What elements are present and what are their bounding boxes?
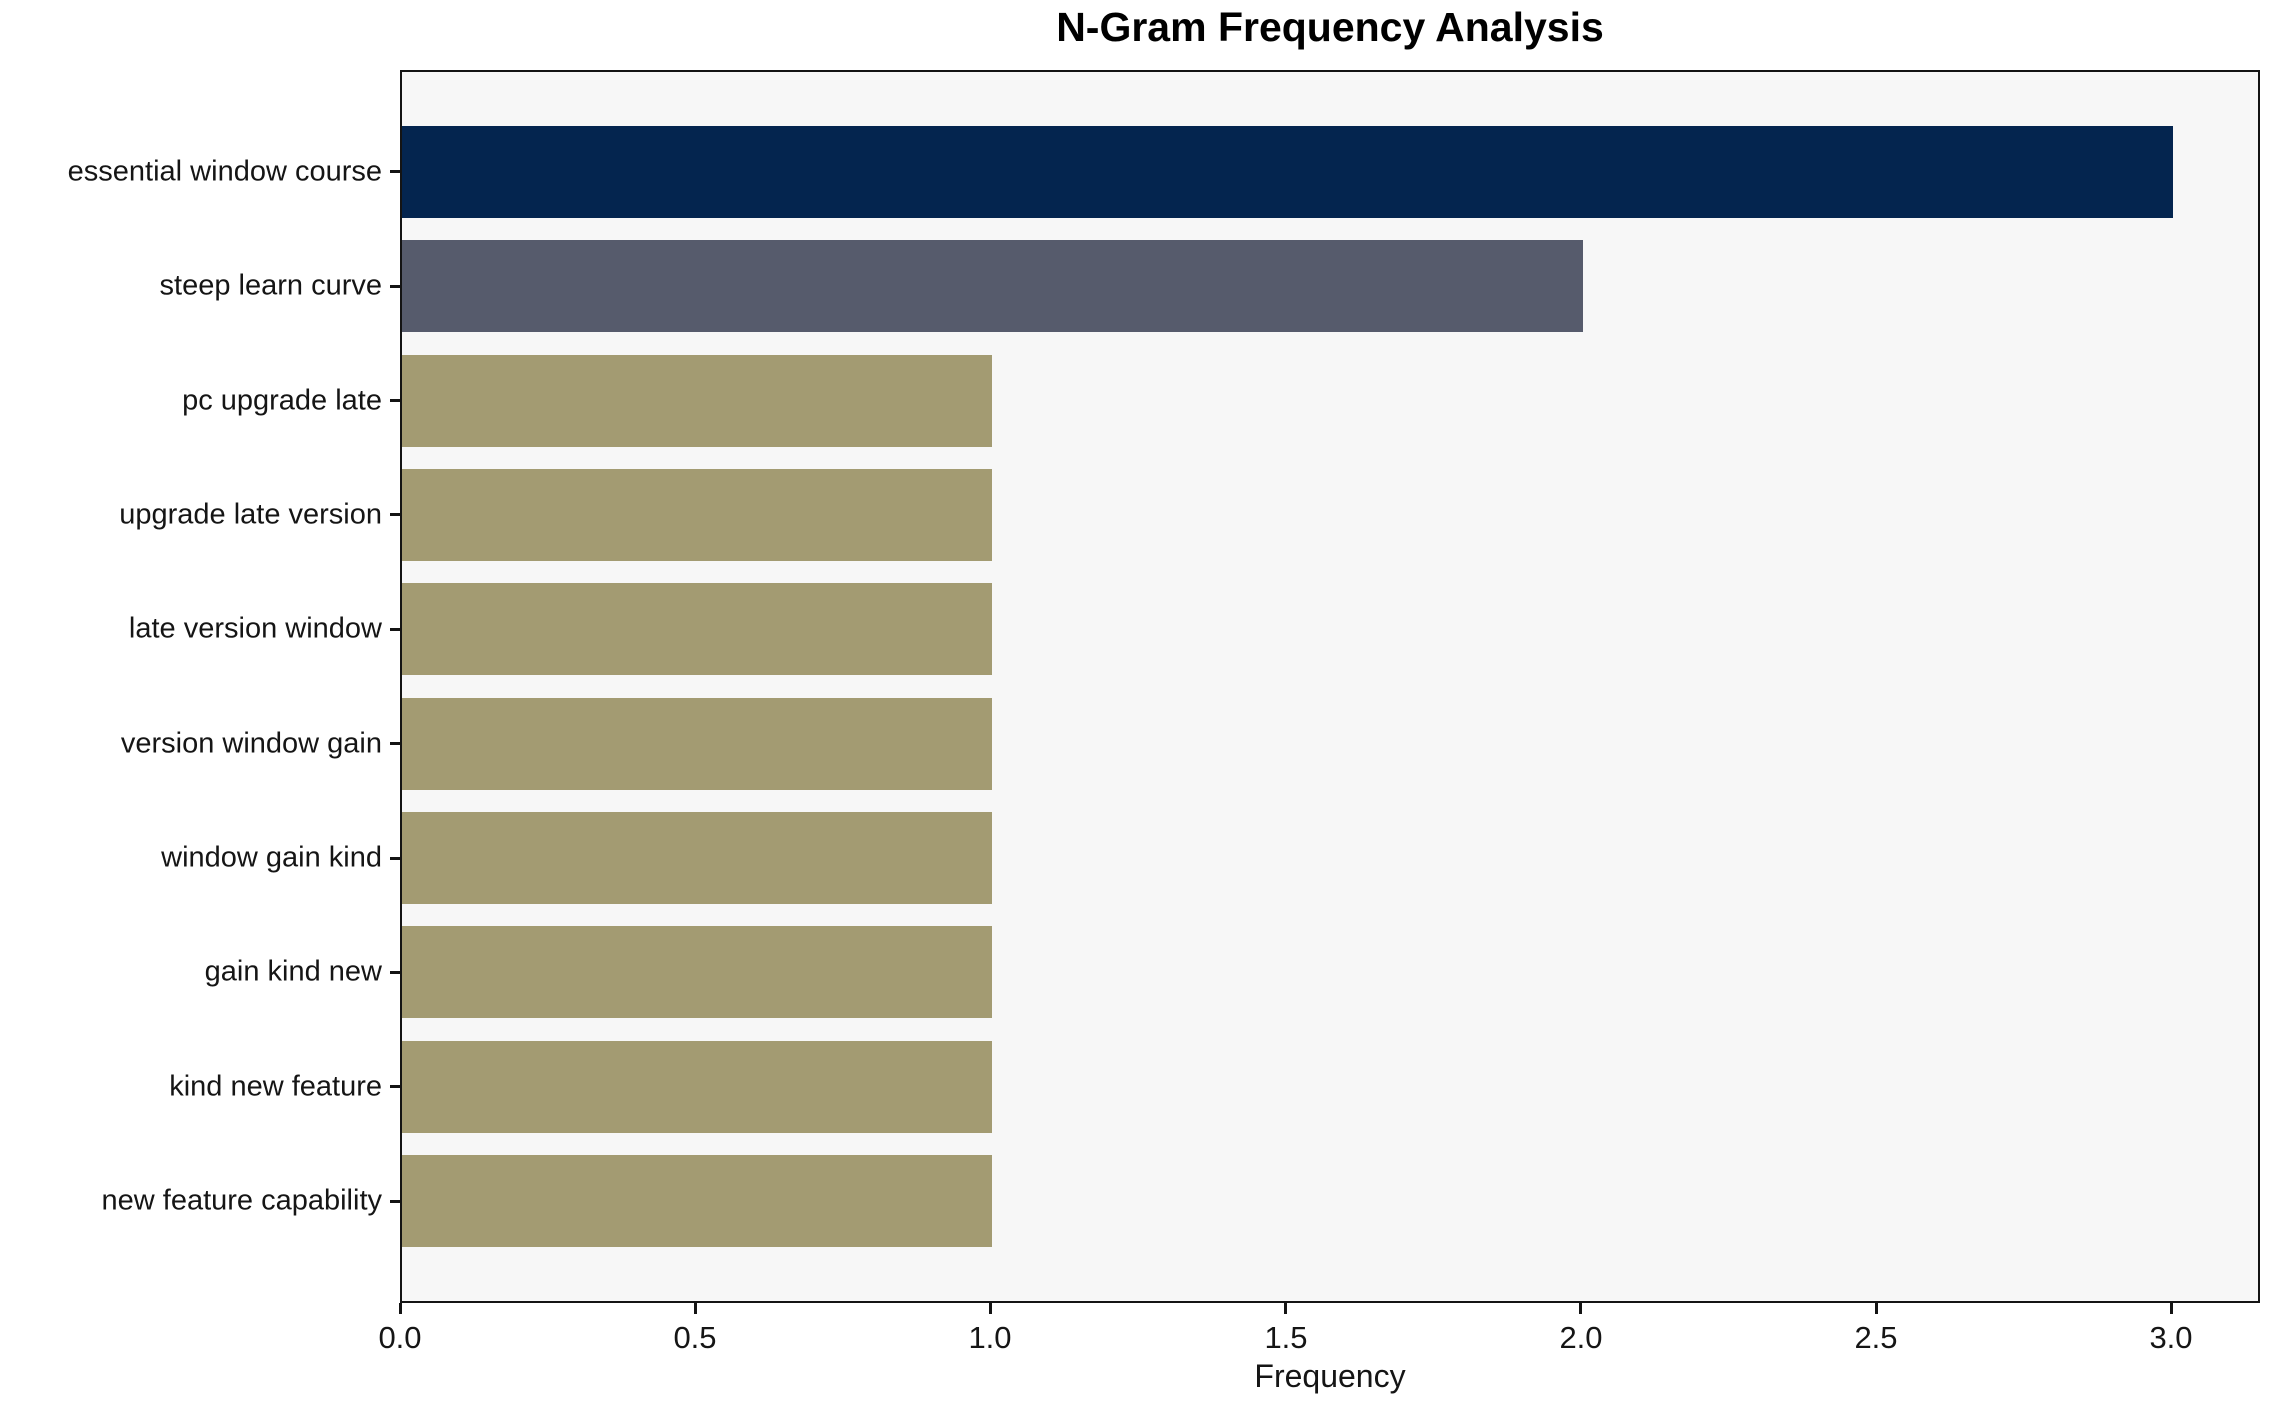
y-tick-label: pc upgrade late bbox=[182, 384, 382, 417]
x-tick-label: 3.0 bbox=[2149, 1320, 2193, 1355]
bar bbox=[402, 469, 992, 561]
bar bbox=[402, 926, 992, 1018]
bar bbox=[402, 698, 992, 790]
x-tick-mark bbox=[2170, 1303, 2173, 1314]
bar bbox=[402, 126, 2173, 218]
x-tick-mark bbox=[989, 1303, 992, 1314]
x-axis-label: Frequency bbox=[1254, 1358, 1406, 1394]
chart-title: N-Gram Frequency Analysis bbox=[1056, 4, 1604, 50]
x-tick-label: 2.0 bbox=[1559, 1320, 1603, 1355]
bar bbox=[402, 1041, 992, 1133]
y-tick-mark bbox=[390, 628, 400, 631]
y-tick-label: new feature capability bbox=[101, 1184, 383, 1217]
x-tick-label: 2.5 bbox=[1854, 1320, 1898, 1355]
y-tick-label: kind new feature bbox=[169, 1070, 382, 1103]
y-tick-label: window gain kind bbox=[161, 841, 382, 874]
bar bbox=[402, 240, 1583, 332]
bar bbox=[402, 355, 992, 447]
y-tick-mark bbox=[390, 1200, 400, 1203]
x-tick-mark bbox=[1579, 1303, 1582, 1314]
y-tick-label: upgrade late version bbox=[119, 498, 382, 531]
y-tick-mark bbox=[390, 285, 400, 288]
y-tick-mark bbox=[390, 170, 400, 173]
bar bbox=[402, 583, 992, 675]
y-tick-label: version window gain bbox=[120, 727, 382, 760]
y-tick-label: steep learn curve bbox=[159, 269, 382, 302]
y-tick-mark bbox=[390, 1085, 400, 1088]
x-tick-label: 0.5 bbox=[673, 1320, 717, 1355]
y-tick-mark bbox=[390, 971, 400, 974]
x-tick-label: 1.5 bbox=[1264, 1320, 1308, 1355]
y-tick-label: late version window bbox=[128, 612, 382, 645]
x-tick-label: 0.0 bbox=[378, 1320, 422, 1355]
y-tick-mark bbox=[390, 399, 400, 402]
x-tick-mark bbox=[694, 1303, 697, 1314]
x-tick-mark bbox=[1875, 1303, 1878, 1314]
y-tick-mark bbox=[390, 742, 400, 745]
x-tick-label: 1.0 bbox=[968, 1320, 1012, 1355]
bar bbox=[402, 812, 992, 904]
bar bbox=[402, 1155, 992, 1247]
plot-area bbox=[400, 70, 2260, 1303]
x-tick-mark bbox=[399, 1303, 402, 1314]
y-tick-label: essential window course bbox=[67, 155, 382, 188]
x-tick-mark bbox=[1284, 1303, 1287, 1314]
y-tick-mark bbox=[390, 513, 400, 516]
y-tick-mark bbox=[390, 857, 400, 860]
y-tick-label: gain kind new bbox=[204, 955, 382, 988]
